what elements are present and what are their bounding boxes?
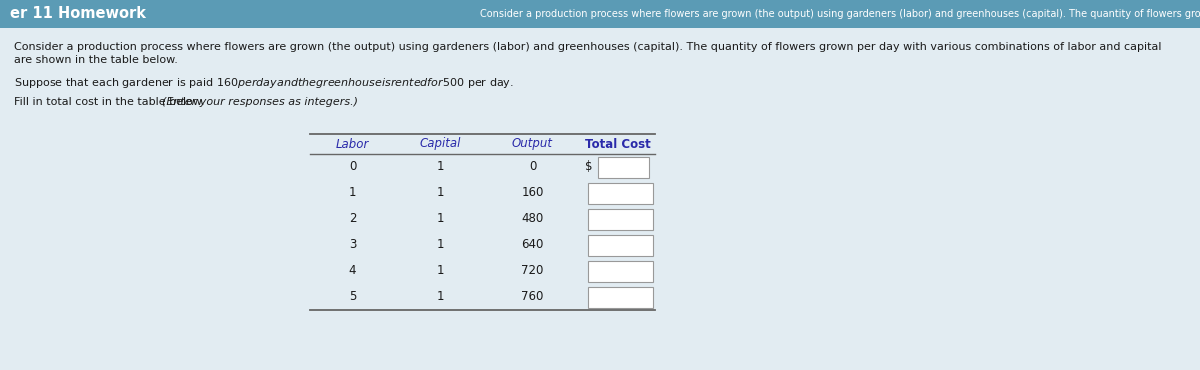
Text: (Enter your responses as integers.): (Enter your responses as integers.) xyxy=(162,97,358,107)
Text: 0: 0 xyxy=(349,161,356,174)
Text: Suppose that each gardener is paid $160 per day and the greenhouse is rented for: Suppose that each gardener is paid $160 … xyxy=(14,76,514,90)
Bar xyxy=(588,260,653,282)
Text: Labor: Labor xyxy=(336,138,370,151)
Text: 160: 160 xyxy=(521,186,544,199)
Text: Output: Output xyxy=(512,138,553,151)
Text: 0: 0 xyxy=(529,161,536,174)
Text: 760: 760 xyxy=(521,290,544,303)
Text: 640: 640 xyxy=(521,239,544,252)
Text: 5: 5 xyxy=(349,290,356,303)
Text: 1: 1 xyxy=(437,239,444,252)
Text: are shown in the table below.: are shown in the table below. xyxy=(14,55,178,65)
Text: 1: 1 xyxy=(349,186,356,199)
Bar xyxy=(588,182,653,204)
Text: 1: 1 xyxy=(437,212,444,225)
Text: 1: 1 xyxy=(437,161,444,174)
Text: er 11 Homework: er 11 Homework xyxy=(10,7,146,21)
Text: 720: 720 xyxy=(521,265,544,278)
Text: 3: 3 xyxy=(349,239,356,252)
Text: Consider a production process where flowers are grown (the output) using gardene: Consider a production process where flow… xyxy=(14,42,1162,52)
Text: Total Cost: Total Cost xyxy=(584,138,650,151)
Bar xyxy=(588,209,653,229)
Text: 1: 1 xyxy=(437,290,444,303)
Text: 1: 1 xyxy=(437,186,444,199)
Text: 1: 1 xyxy=(437,265,444,278)
Bar xyxy=(588,235,653,256)
Text: Capital: Capital xyxy=(419,138,461,151)
Text: 2: 2 xyxy=(349,212,356,225)
Bar xyxy=(0,0,1200,28)
Bar xyxy=(588,286,653,307)
Text: Fill in total cost in the table below.: Fill in total cost in the table below. xyxy=(14,97,208,107)
Text: 480: 480 xyxy=(521,212,544,225)
Bar xyxy=(598,157,649,178)
Text: Consider a production process where flowers are grown (the output) using gardene: Consider a production process where flow… xyxy=(480,9,1200,19)
Text: 4: 4 xyxy=(349,265,356,278)
Text: $: $ xyxy=(586,161,593,174)
